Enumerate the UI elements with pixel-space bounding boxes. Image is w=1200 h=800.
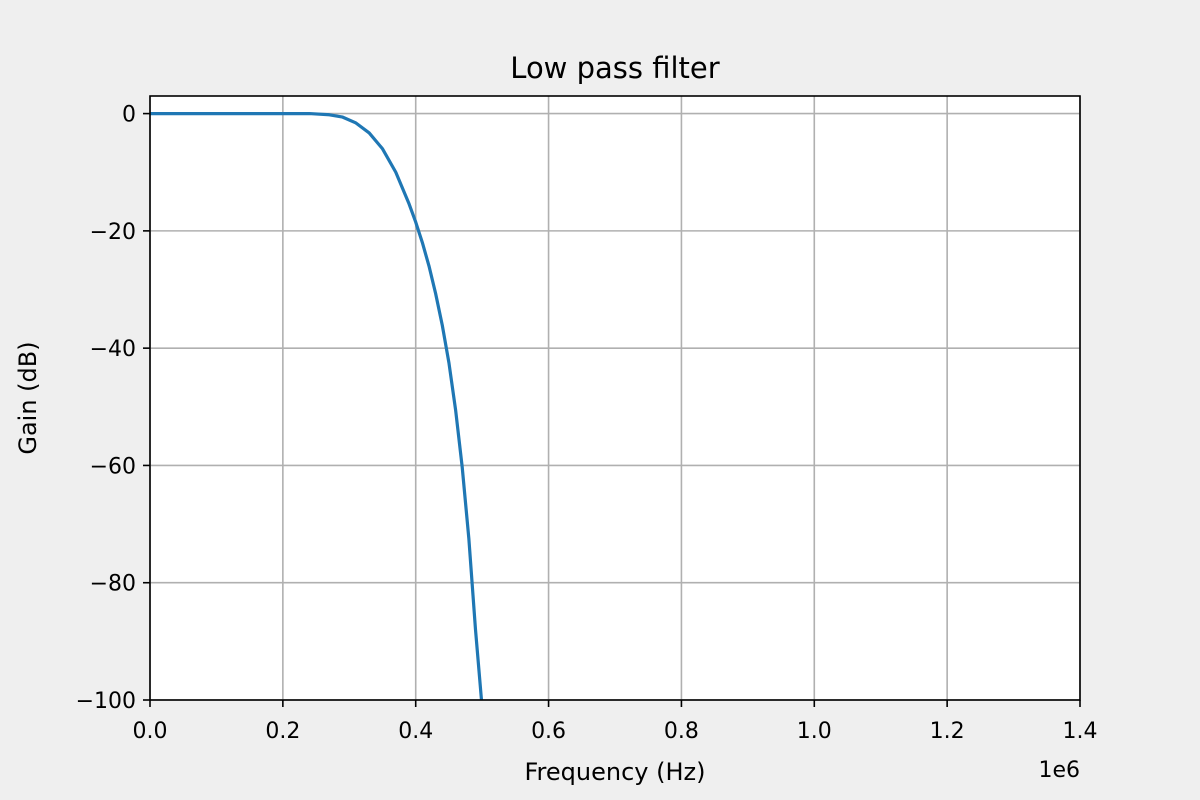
x-tick-label: 0.6: [531, 719, 566, 744]
x-tick-label: 1.4: [1063, 719, 1098, 744]
x-axis-offset-label: 1e6: [1038, 758, 1080, 783]
x-tick-label: 0.4: [398, 719, 433, 744]
y-axis-label: Gain (dB): [14, 341, 42, 454]
y-tick-label: −60: [90, 454, 136, 479]
y-tick-label: −20: [90, 220, 136, 245]
gain-curve-line: [150, 111, 484, 701]
y-tick-label: −40: [90, 337, 136, 362]
x-tick-label: 1.2: [930, 719, 965, 744]
y-tick-label: −100: [76, 689, 136, 714]
plot-frame: [149, 95, 1081, 701]
series-layer: [150, 111, 484, 701]
y-tick-label: 0: [122, 103, 136, 128]
x-tick-label: 1.0: [797, 719, 832, 744]
plot-area: [150, 96, 1080, 700]
y-tick-label: −80: [90, 572, 136, 597]
x-axis-label: Frequency (Hz): [525, 758, 706, 786]
x-tick-label: 0.2: [265, 719, 300, 744]
x-tick-label: 0.0: [133, 719, 168, 744]
x-tick-label: 0.8: [664, 719, 699, 744]
tick-layer: 0.0 0.2 0.4 0.6 0.8 1.0 1.2 1.4 0 −20 −40 −60 −80 −10…: [76, 103, 1098, 744]
chart-title: Low pass filter: [510, 51, 719, 85]
